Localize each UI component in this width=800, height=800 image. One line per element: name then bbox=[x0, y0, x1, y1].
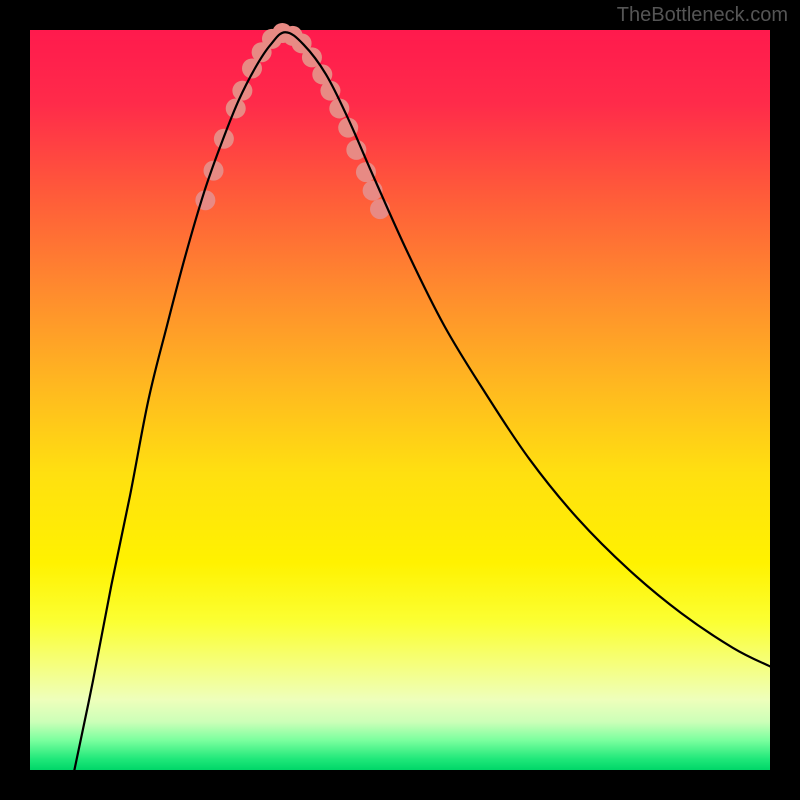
data-marker bbox=[356, 162, 376, 182]
data-marker bbox=[346, 140, 366, 160]
markers-group bbox=[195, 23, 390, 219]
plot-area bbox=[30, 30, 770, 770]
bottleneck-curve bbox=[74, 32, 770, 770]
chart-svg bbox=[30, 30, 770, 770]
watermark-text: TheBottleneck.com bbox=[617, 4, 788, 27]
